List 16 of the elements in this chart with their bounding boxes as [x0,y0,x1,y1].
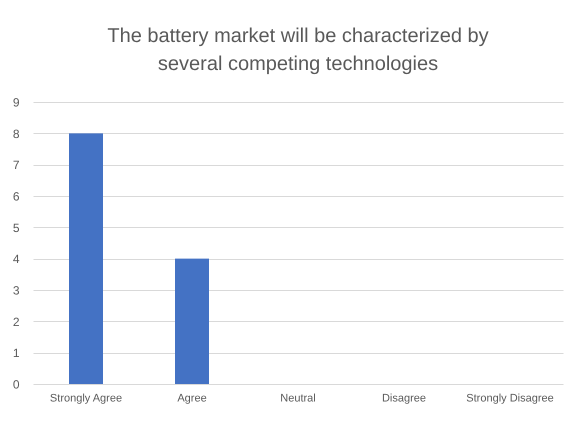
x-tick-label: Agree [177,392,207,404]
y-tick-label: 9 [12,96,20,110]
y-tick-label: 4 [12,252,20,266]
x-tick-label: Neutral [280,392,316,404]
x-tick-label: Disagree [382,392,426,404]
y-tick-label: 8 [12,126,20,141]
y-tick-label: 6 [12,190,20,204]
chart-title: The battery market will be characterized by several competing technologies [107,25,489,75]
y-tick-label: 1 [12,346,20,360]
x-tick-label: Strongly Agree [50,392,122,404]
x-tick-label: Strongly Disagree [466,392,554,404]
y-tick-label: 2 [12,314,20,329]
y-tick-label: 5 [12,220,20,235]
y-tick-label: 3 [12,284,20,298]
y-tick-label: 0 [12,378,20,392]
y-tick-label: 7 [12,158,20,172]
